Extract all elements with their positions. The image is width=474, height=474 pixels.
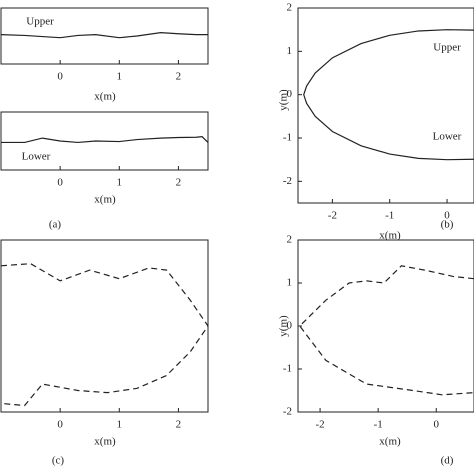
y-axis-label: y(m) (278, 89, 290, 111)
x-tick-label: 0 (57, 419, 63, 431)
x-axis-label: x(m) (94, 91, 116, 103)
x-tick-label: -2 (315, 419, 324, 431)
x-tick-label: 0 (57, 71, 63, 83)
annotation: Lower (433, 131, 462, 143)
axes-box (0, 7, 209, 65)
annotation: Lower (22, 151, 51, 163)
y-tick-label: 1 (287, 277, 293, 289)
x-tick-label: -1 (385, 210, 394, 222)
x-axis-label: x(m) (94, 194, 116, 206)
x-tick-label: 0 (444, 210, 450, 222)
x-tick-label: 2 (176, 177, 182, 189)
y-axis-label: y(m) (278, 315, 290, 337)
x-axis-label: x(m) (379, 436, 401, 448)
curve (298, 265, 474, 396)
axes-box (0, 111, 209, 171)
curve (0, 263, 209, 407)
axes-box (297, 239, 474, 413)
x-tick-label: 0 (433, 419, 439, 431)
x-tick-label: 2 (176, 419, 182, 431)
y-tick-label: 0 (287, 88, 293, 100)
caption: (d) (441, 455, 454, 467)
axes-box (297, 7, 474, 204)
y-tick-label: 0 (287, 320, 293, 332)
annotation: Upper (26, 16, 54, 28)
annotation: Upper (433, 42, 461, 54)
x-axis-label: x(m) (94, 436, 116, 448)
y-tick-label: 2 (287, 2, 293, 14)
x-tick-label: 2 (176, 71, 182, 83)
x-tick-label: -2 (328, 210, 337, 222)
x-tick-label: 1 (117, 419, 123, 431)
caption: (b) (441, 219, 454, 231)
caption: (c) (52, 455, 65, 467)
x-tick-label: -1 (374, 419, 383, 431)
x-tick-label: 0 (57, 177, 63, 189)
curve (0, 32, 208, 39)
y-tick-label: -2 (283, 175, 292, 187)
caption: (a) (49, 219, 62, 231)
y-tick-label: -1 (283, 363, 292, 375)
y-tick-label: 2 (287, 234, 293, 246)
axes-box (0, 239, 209, 413)
x-axis-label: x(m) (379, 230, 401, 242)
x-tick-label: 1 (117, 71, 123, 83)
curve (303, 29, 474, 161)
y-tick-label: 1 (287, 45, 293, 57)
y-tick-label: -1 (283, 132, 292, 144)
x-tick-label: 1 (117, 177, 123, 189)
curve (1, 136, 209, 144)
y-tick-label: -2 (283, 406, 292, 418)
